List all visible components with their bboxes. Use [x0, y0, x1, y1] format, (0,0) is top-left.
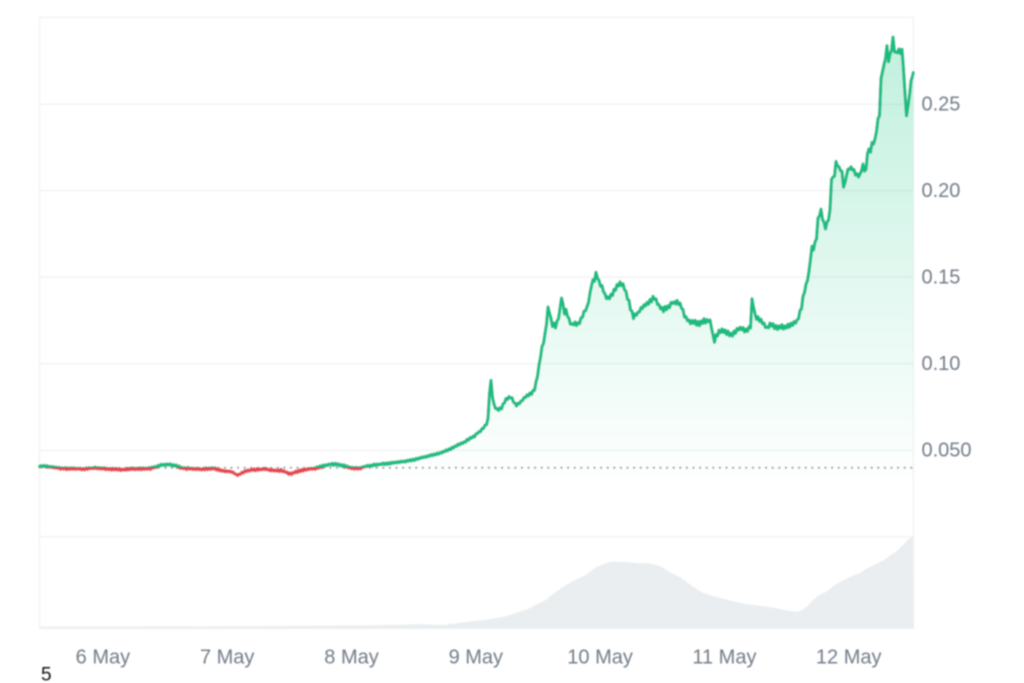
svg-text:0.25: 0.25 — [922, 94, 961, 116]
svg-text:12 May: 12 May — [816, 646, 882, 668]
svg-text:9 May: 9 May — [449, 646, 503, 668]
svg-text:8 May: 8 May — [324, 646, 378, 668]
svg-text:0.15: 0.15 — [922, 267, 961, 289]
svg-text:7 May: 7 May — [200, 646, 254, 668]
svg-text:5: 5 — [41, 665, 52, 683]
svg-text:10 May: 10 May — [567, 646, 633, 668]
svg-text:6 May: 6 May — [76, 646, 130, 668]
svg-text:0.10: 0.10 — [922, 353, 961, 375]
svg-text:11 May: 11 May — [692, 646, 756, 668]
svg-text:0.050: 0.050 — [922, 440, 972, 462]
svg-text:0.20: 0.20 — [922, 180, 961, 202]
